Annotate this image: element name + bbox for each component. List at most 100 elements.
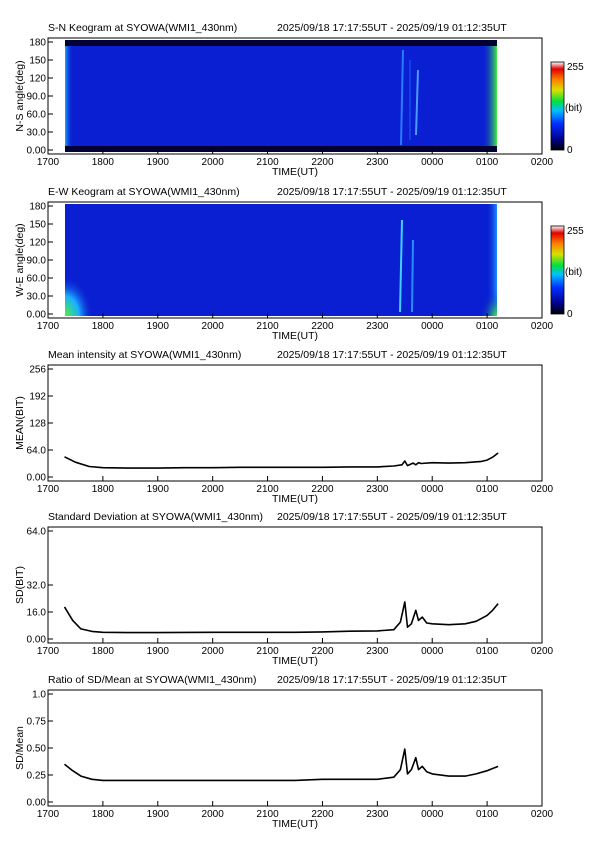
sn-keogram-axes: 1700 1800 1900 2000 2100 2200 2300 0000 0100 0200… [14, 38, 554, 179]
y-tick-label: 180 [29, 202, 46, 213]
panel-sn-keogram: S-N Keogram at SYOWA(WMI1_430nm) 2025/09… [14, 22, 554, 178]
x-tick-label: 2100 [256, 321, 279, 332]
y-tick-label: 0.50 [27, 744, 47, 755]
y-tick-label: 32.0 [27, 581, 47, 592]
x-tick-label: 0200 [531, 157, 554, 168]
x-tick-label: 2300 [366, 157, 389, 168]
y-tick-label: 0.00 [27, 635, 47, 646]
y-tick-label: 180 [29, 38, 46, 49]
ratio-time-range: 2025/09/18 17:17:55UT - 2025/09/19 01:12… [277, 674, 507, 686]
x-tick-label: 1900 [147, 321, 170, 332]
x-tick-label: 0000 [421, 646, 444, 657]
ratio-frame [47, 689, 543, 807]
x-tick-label: 1800 [92, 809, 115, 820]
y-tick-label: 16.0 [27, 608, 47, 619]
y-tick-label: 30.0 [27, 128, 47, 139]
ew-keogram-corner-glow [65, 276, 93, 316]
sn-keogram-streak [400, 49, 404, 146]
x-axis-label: TIME(UT) [272, 166, 318, 178]
sd-axes: 1700 1800 1900 2000 2100 2200 2300 0000 0100 0200… [14, 527, 554, 668]
sn-keogram-streak [415, 69, 419, 136]
y-tick-label: 0.00 [27, 310, 47, 321]
sn-colorbar-gradient [550, 61, 565, 151]
x-axis-label: TIME(UT) [272, 493, 318, 505]
ew-colorbar: 255 (bit) 0 [550, 225, 584, 320]
x-tick-label: 0000 [421, 321, 444, 332]
x-tick-label: 1700 [37, 321, 60, 332]
panel-ew-keogram: E-W Keogram at SYOWA(WMI1_430nm) 2025/09… [14, 186, 554, 342]
y-tick-label: 0.00 [27, 798, 47, 809]
x-tick-label: 1700 [37, 157, 60, 168]
y-axis-label: W-E angle(deg) [14, 223, 26, 296]
ratio-axes: 1700 1800 1900 2000 2100 2200 2300 0000 0100 0200… [14, 690, 554, 831]
sn-colorbar: 255 (bit) 0 [550, 61, 584, 156]
y-tick-label: 60.0 [27, 274, 47, 285]
x-tick-label: 2300 [366, 646, 389, 657]
x-tick-label: 2200 [311, 321, 334, 332]
x-tick-label: 1900 [147, 157, 170, 168]
sd-title: Standard Deviation at SYOWA(WMI1_430nm) [48, 511, 263, 523]
y-tick-label: 150 [29, 56, 46, 67]
y-tick-label: 90.0 [27, 256, 47, 267]
x-tick-label: 2200 [311, 157, 334, 168]
x-tick-label: 1900 [147, 484, 170, 495]
x-tick-label: 1900 [147, 646, 170, 657]
x-tick-label: 2300 [366, 809, 389, 820]
sn-keogram-bottom-band [65, 146, 497, 152]
y-axis-label: SD(BIT) [14, 566, 26, 604]
series-line [63, 601, 499, 634]
x-tick-label: 0200 [531, 809, 554, 820]
y-tick-label: 0.75 [27, 717, 47, 728]
x-tick-label: 0200 [531, 484, 554, 495]
ew-keogram-right-edge [486, 204, 497, 316]
y-tick-label: 64.0 [27, 446, 47, 457]
panel-sd-mean-ratio: Ratio of SD/Mean at SYOWA(WMI1_430nm) 20… [14, 674, 554, 830]
x-tick-label: 0200 [531, 321, 554, 332]
ew-keogram-streak [411, 239, 414, 313]
y-tick-label: 128 [29, 419, 46, 430]
y-tick-label: 1.0 [32, 690, 46, 701]
sn-colorbar-max-label: 255 [567, 62, 584, 73]
x-tick-label: 2100 [256, 809, 279, 820]
ew-colorbar-max-label: 255 [567, 226, 584, 237]
sn-keogram-left-edge [65, 40, 73, 152]
x-tick-label: 0000 [421, 809, 444, 820]
x-tick-label: 1800 [92, 484, 115, 495]
sn-keogram-right-glow [482, 44, 497, 148]
x-tick-label: 1700 [37, 646, 60, 657]
ew-keogram-streak [399, 219, 403, 313]
x-tick-label: 2000 [202, 157, 225, 168]
x-tick-label: 2200 [311, 809, 334, 820]
x-tick-label: 2200 [311, 646, 334, 657]
x-axis-label: TIME(UT) [272, 330, 318, 342]
x-tick-label: 0200 [531, 646, 554, 657]
mean-axes: 1700 1800 1900 2000 2100 2200 2300 0000 0100 0200… [14, 365, 554, 506]
x-tick-label: 1800 [92, 321, 115, 332]
x-tick-label: 0100 [476, 157, 499, 168]
ew-keogram-image [65, 204, 497, 316]
x-tick-label: 2000 [202, 646, 225, 657]
x-tick-label: 1800 [92, 157, 115, 168]
ew-colorbar-gradient [550, 225, 565, 315]
panel-standard-deviation: Standard Deviation at SYOWA(WMI1_430nm) … [14, 511, 554, 667]
x-tick-label: 0000 [421, 484, 444, 495]
mean-frame [47, 364, 543, 482]
sn-keogram-title: S-N Keogram at SYOWA(WMI1_430nm) [48, 22, 237, 34]
sn-keogram-top-band [65, 40, 497, 46]
series-line [64, 452, 499, 469]
sn-colorbar-min-label: 0 [567, 145, 573, 156]
sn-colorbar-unit-label: (bit) [565, 103, 582, 114]
y-tick-label: 120 [29, 74, 46, 85]
x-tick-label: 1700 [37, 809, 60, 820]
y-axis-label: N-S angle(deg) [14, 60, 26, 131]
y-tick-label: 0.00 [27, 146, 47, 157]
y-tick-label: 30.0 [27, 292, 47, 303]
x-tick-label: 2000 [202, 484, 225, 495]
y-tick-label: 150 [29, 220, 46, 231]
x-tick-label: 0100 [476, 484, 499, 495]
x-tick-label: 2100 [256, 484, 279, 495]
x-tick-label: 0100 [476, 809, 499, 820]
x-tick-label: 1700 [37, 484, 60, 495]
y-tick-label: 0.25 [27, 771, 47, 782]
